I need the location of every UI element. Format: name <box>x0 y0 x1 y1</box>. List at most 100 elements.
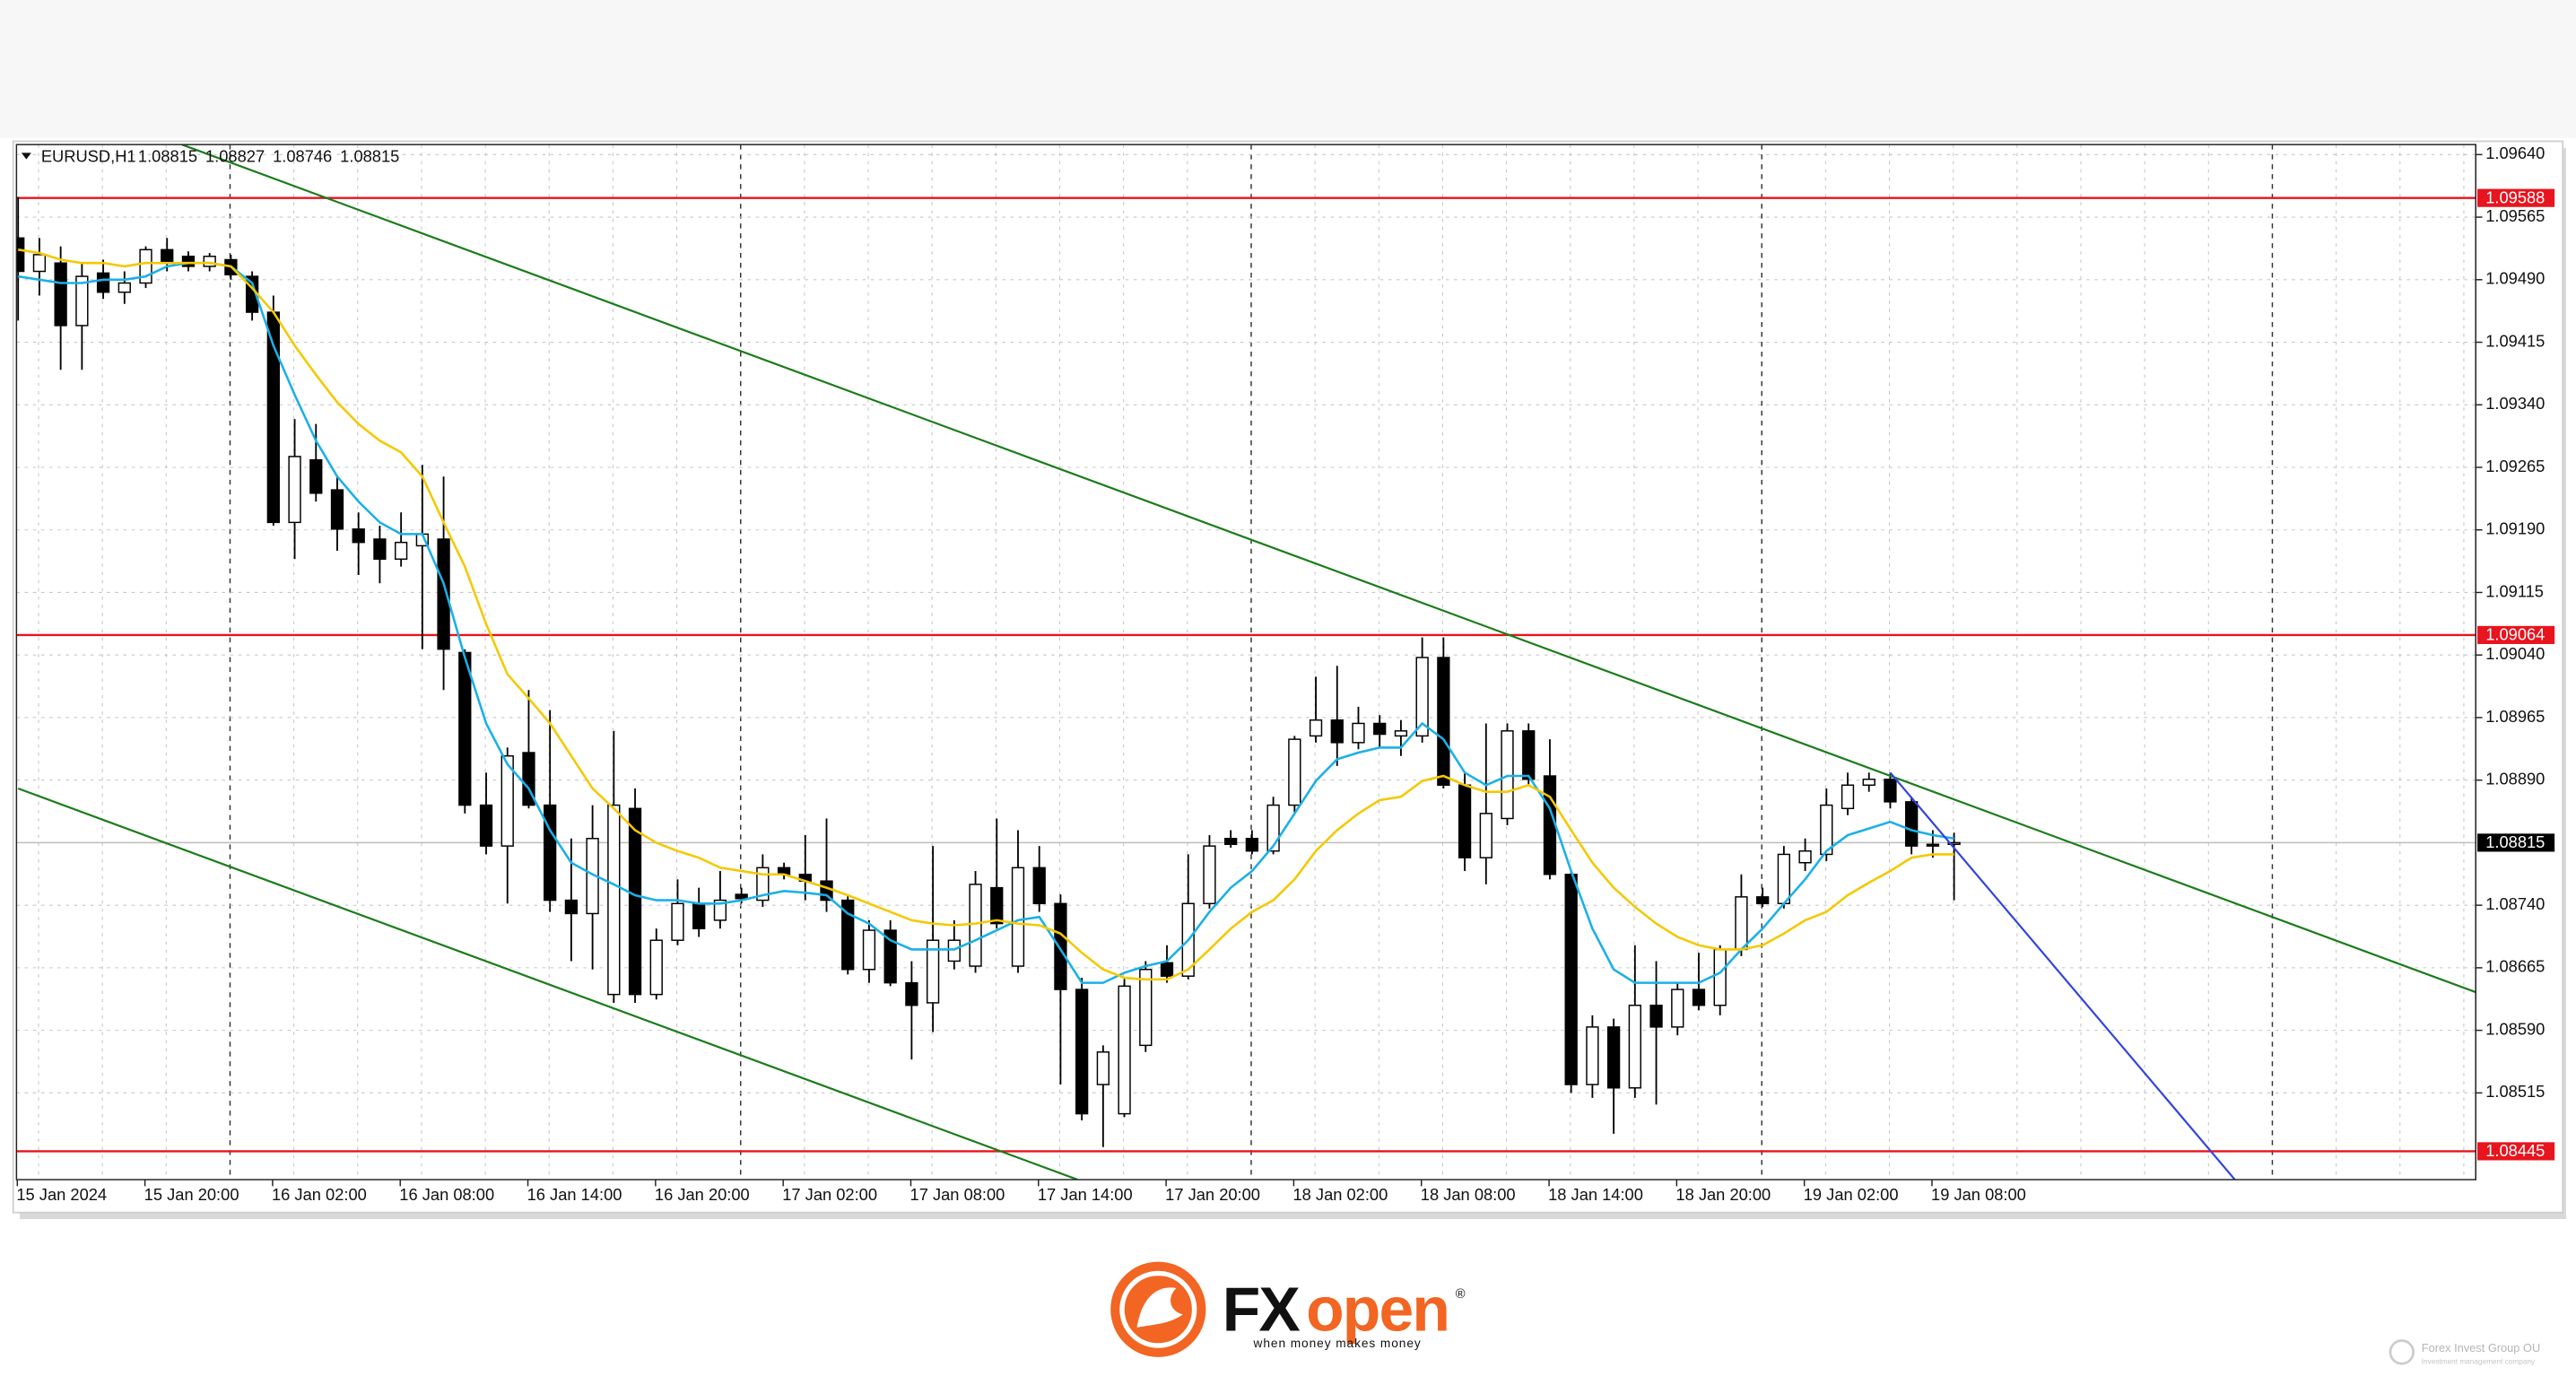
candle-body <box>1586 1026 1599 1085</box>
x-tick-label: 16 Jan 20:00 <box>655 1185 750 1204</box>
candle-body <box>1798 849 1812 864</box>
x-tick-label: 15 Jan 2024 <box>16 1185 107 1204</box>
candle-body <box>628 807 642 996</box>
level-label-bg <box>2477 188 2555 207</box>
chart-panel <box>12 140 2564 1214</box>
y-tick-label: 1.08665 <box>2485 957 2545 976</box>
header-open: 1.08815 <box>138 147 197 166</box>
candle-body <box>181 256 196 267</box>
candle-body <box>883 929 897 984</box>
candle-body <box>1713 948 1727 1006</box>
symbol: EURUSD,H1 <box>41 147 136 166</box>
candle-body <box>96 272 110 293</box>
candle-body <box>1075 989 1089 1115</box>
candle-body <box>1841 784 1855 810</box>
logo: FX open ® when money makes money <box>1110 1261 1466 1357</box>
candle-body <box>1032 867 1046 905</box>
candle-body <box>1522 730 1536 780</box>
candle-body <box>1543 775 1557 875</box>
candle-body <box>1394 730 1408 737</box>
candle-body <box>1054 902 1067 990</box>
candle-body <box>1160 962 1174 977</box>
candle-body <box>1564 874 1578 1085</box>
y-tick-label: 1.08740 <box>2485 894 2545 913</box>
candle-body <box>1777 853 1790 905</box>
x-tick-label: 15 Jan 20:00 <box>144 1185 239 1204</box>
axis-layer: 1.09640 1.09565 1.09490 1.09415 1.09340 1.092… <box>16 144 2555 1204</box>
menu-arrow[interactable] <box>21 152 31 160</box>
candle-body <box>437 538 450 650</box>
candle-body <box>395 541 408 561</box>
watermark: Forex Invest Group OU <box>2422 1341 2540 1355</box>
y-tick-label: 1.08965 <box>2485 707 2545 726</box>
candle-body <box>862 929 876 971</box>
y-tick-label: 1.08515 <box>2485 1082 2545 1101</box>
moving-average <box>18 248 1954 981</box>
candle-body <box>1437 657 1450 786</box>
candle-body <box>1820 804 1833 856</box>
watermark-icon <box>2389 1339 2415 1365</box>
brand-fx: FX <box>1223 1275 1301 1345</box>
watermark-sub: Investment management company <box>2422 1358 2536 1366</box>
candle-body <box>1755 896 1770 905</box>
x-tick-label: 19 Jan 08:00 <box>1931 1185 2026 1204</box>
candle-body <box>1905 801 1919 847</box>
candle-body <box>1628 1004 1641 1089</box>
candle-body <box>479 804 493 847</box>
candle-body <box>671 902 684 941</box>
candle-body <box>373 538 387 561</box>
level-label: 1.09588 <box>2485 187 2545 206</box>
candle-body <box>1606 1026 1621 1089</box>
candle-body <box>161 248 174 264</box>
candle-body <box>1692 989 1706 1006</box>
candle-body <box>32 254 47 273</box>
candle-body <box>1288 738 1301 806</box>
y-tick-label: 1.09190 <box>2485 519 2545 538</box>
candle-body <box>564 899 579 915</box>
logo-dragon <box>1136 1287 1183 1328</box>
moving-average <box>18 261 1954 984</box>
candle-body <box>1479 813 1493 858</box>
logo-ring <box>1119 1270 1197 1348</box>
candle-body <box>1862 779 1875 786</box>
header-close: 1.08815 <box>340 147 399 166</box>
trendline <box>1889 771 2236 1180</box>
tagline: when money makes money <box>1253 1337 1422 1350</box>
y-tick-label: 1.09265 <box>2485 457 2545 475</box>
candle-body <box>500 754 514 847</box>
candle-body <box>756 867 770 902</box>
y-tick-label: 1.09565 <box>2485 206 2545 225</box>
candle-body <box>1224 838 1238 846</box>
y-tick-label: 1.09040 <box>2485 644 2545 663</box>
candle-body <box>75 275 89 327</box>
candle-body <box>969 884 982 967</box>
level-label-bg <box>2477 625 2555 644</box>
candle-body <box>1947 841 1961 845</box>
candle-body <box>1330 719 1344 744</box>
candle-body <box>1649 1004 1663 1028</box>
header-low: 1.08746 <box>273 147 332 166</box>
candle-body <box>309 458 323 494</box>
x-tick-label: 17 Jan 02:00 <box>782 1185 877 1204</box>
candle-body <box>1352 722 1365 744</box>
price-label: 1.08815 <box>2485 832 2545 851</box>
candle-body <box>1309 719 1323 737</box>
y-tick-label: 1.08590 <box>2485 1019 2545 1038</box>
y-tick-label: 1.09415 <box>2485 331 2545 350</box>
brand-open: open <box>1306 1275 1449 1345</box>
trendline <box>181 144 2476 994</box>
x-tick-label: 16 Jan 14:00 <box>527 1185 622 1204</box>
candle-body <box>905 981 918 1006</box>
candle-body <box>1011 867 1025 967</box>
candle-body <box>54 262 67 327</box>
candle-body <box>1926 843 1940 847</box>
candle-body <box>288 456 301 524</box>
candle-body <box>544 804 557 902</box>
candle-body <box>649 939 663 996</box>
x-tick-label: 18 Jan 08:00 <box>1421 1185 1516 1204</box>
registered-mark: ® <box>1456 1287 1466 1302</box>
price-label-bg <box>2477 833 2555 852</box>
x-tick-label: 17 Jan 20:00 <box>1165 1185 1260 1204</box>
candle-body <box>203 256 216 267</box>
